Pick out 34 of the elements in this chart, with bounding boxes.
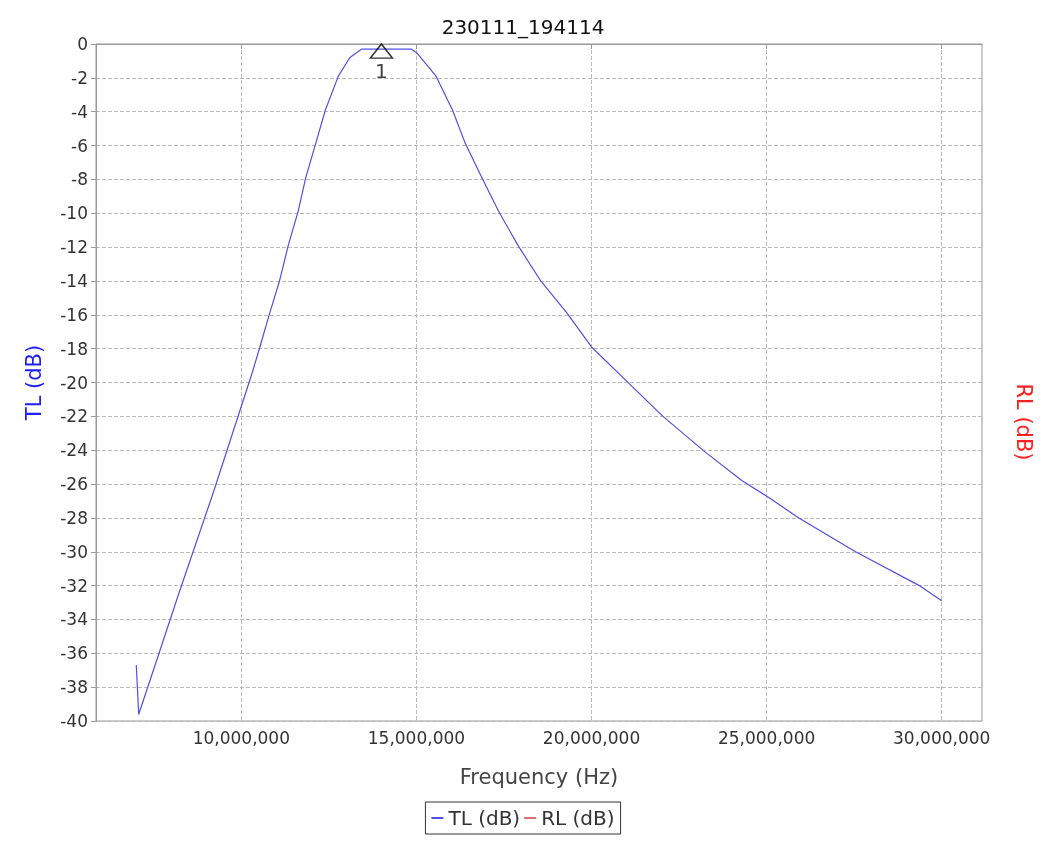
- legend-label: TL (dB): [447, 806, 521, 830]
- legend-label: RL (dB): [541, 806, 615, 830]
- y-tick-label: -38: [60, 677, 88, 698]
- y2-axis-title: RL (dB): [1011, 383, 1036, 461]
- y-tick-label: -36: [60, 643, 88, 664]
- y-tick-label: -30: [60, 541, 88, 562]
- line-series: [135, 48, 943, 715]
- y-tick-label: -10: [60, 203, 88, 224]
- x-tick-label: 30,000,000: [893, 727, 991, 748]
- y-tick-label: -24: [60, 440, 88, 461]
- x-tick-label: 20,000,000: [542, 727, 641, 748]
- x-tick-label: 15,000,000: [367, 727, 466, 748]
- y-axis-title: TL (dB): [21, 344, 46, 422]
- y-tick-label: -6: [71, 135, 88, 156]
- y-tick-label: 0: [77, 34, 88, 54]
- y-tick-label: -22: [60, 406, 88, 427]
- y-tick-label: -8: [71, 169, 88, 190]
- y-tick-label: -40: [60, 711, 88, 731]
- y-tick-label: -34: [60, 609, 88, 630]
- y-tick-label: -28: [60, 507, 88, 528]
- y-tick-label: -32: [60, 575, 88, 596]
- y-tick-label: -16: [60, 304, 88, 325]
- y-tick-label: -14: [60, 270, 88, 291]
- chart-title: 230111_194114: [441, 15, 605, 39]
- y-tick-label: -26: [60, 474, 88, 495]
- y-tick-label: -4: [71, 101, 88, 122]
- x-tick-label: 25,000,000: [717, 727, 816, 748]
- x-tick-label: 10,000,000: [192, 727, 290, 748]
- y-tick-label: -20: [60, 372, 88, 393]
- series-label: 1: [375, 58, 388, 83]
- y-tick-label: -12: [60, 237, 88, 258]
- y-tick-label: -18: [60, 338, 88, 359]
- x-axis-title: Frequency (Hz): [459, 764, 619, 789]
- y-tick-label: -2: [71, 67, 88, 88]
